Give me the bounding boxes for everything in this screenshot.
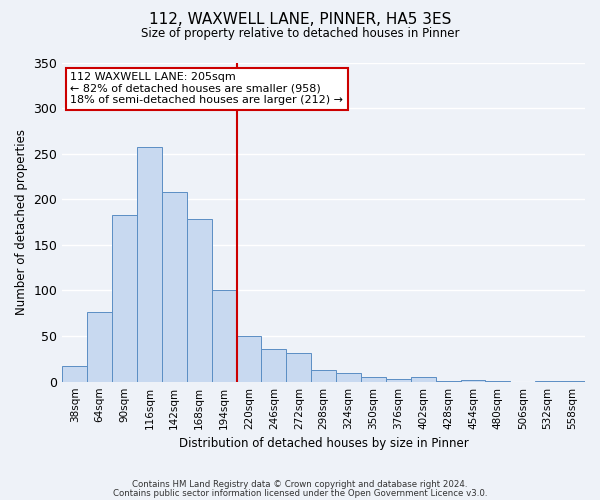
Bar xyxy=(286,354,311,382)
Bar xyxy=(187,220,212,382)
Bar xyxy=(212,290,236,382)
Bar xyxy=(411,377,436,382)
Bar xyxy=(560,381,585,382)
Text: 112, WAXWELL LANE, PINNER, HA5 3ES: 112, WAXWELL LANE, PINNER, HA5 3ES xyxy=(149,12,451,28)
Bar xyxy=(535,381,560,382)
Y-axis label: Number of detached properties: Number of detached properties xyxy=(15,129,28,315)
Bar xyxy=(386,379,411,382)
Bar xyxy=(62,366,87,382)
Bar xyxy=(236,336,262,382)
Text: Contains public sector information licensed under the Open Government Licence v3: Contains public sector information licen… xyxy=(113,489,487,498)
Bar xyxy=(361,377,386,382)
Bar xyxy=(112,215,137,382)
Bar xyxy=(485,381,511,382)
Bar xyxy=(137,148,162,382)
Bar xyxy=(436,381,461,382)
Text: Contains HM Land Registry data © Crown copyright and database right 2024.: Contains HM Land Registry data © Crown c… xyxy=(132,480,468,489)
X-axis label: Distribution of detached houses by size in Pinner: Distribution of detached houses by size … xyxy=(179,437,469,450)
Bar xyxy=(262,349,286,382)
Bar xyxy=(461,380,485,382)
Text: Size of property relative to detached houses in Pinner: Size of property relative to detached ho… xyxy=(141,28,459,40)
Bar xyxy=(311,370,336,382)
Text: 112 WAXWELL LANE: 205sqm
← 82% of detached houses are smaller (958)
18% of semi-: 112 WAXWELL LANE: 205sqm ← 82% of detach… xyxy=(70,72,343,106)
Bar xyxy=(162,192,187,382)
Bar xyxy=(336,372,361,382)
Bar xyxy=(87,312,112,382)
